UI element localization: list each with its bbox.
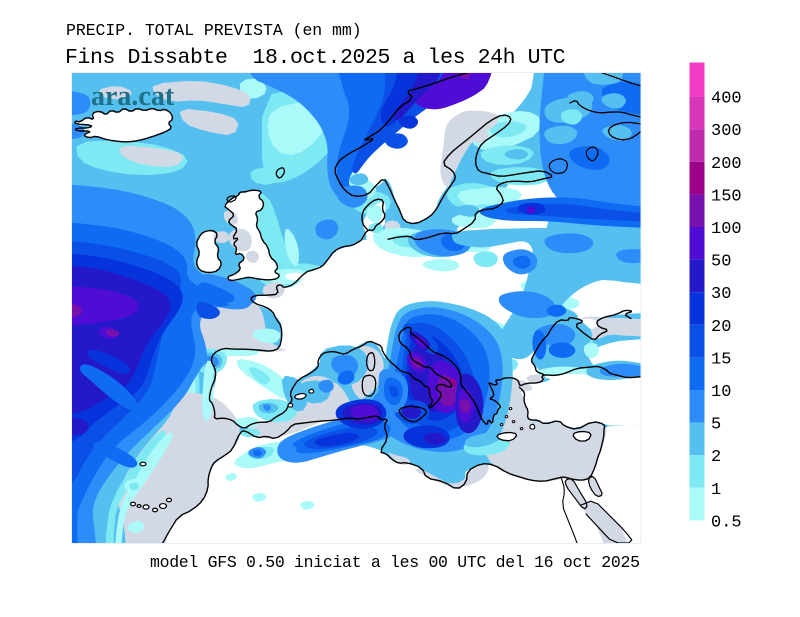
svg-text:100: 100 <box>711 220 742 239</box>
svg-text:200: 200 <box>711 155 742 174</box>
svg-text:20: 20 <box>711 318 731 337</box>
svg-text:5: 5 <box>711 416 721 435</box>
svg-text:ara.cat: ara.cat <box>91 81 175 112</box>
svg-text:150: 150 <box>711 187 742 206</box>
svg-text:15: 15 <box>711 350 731 369</box>
svg-text:300: 300 <box>711 122 742 141</box>
svg-text:30: 30 <box>711 285 731 304</box>
svg-text:1: 1 <box>711 481 721 500</box>
svg-text:50: 50 <box>711 253 731 272</box>
svg-text:2: 2 <box>711 448 721 467</box>
svg-text:0.5: 0.5 <box>711 513 742 532</box>
svg-text:400: 400 <box>711 90 742 109</box>
svg-text:10: 10 <box>711 383 731 402</box>
